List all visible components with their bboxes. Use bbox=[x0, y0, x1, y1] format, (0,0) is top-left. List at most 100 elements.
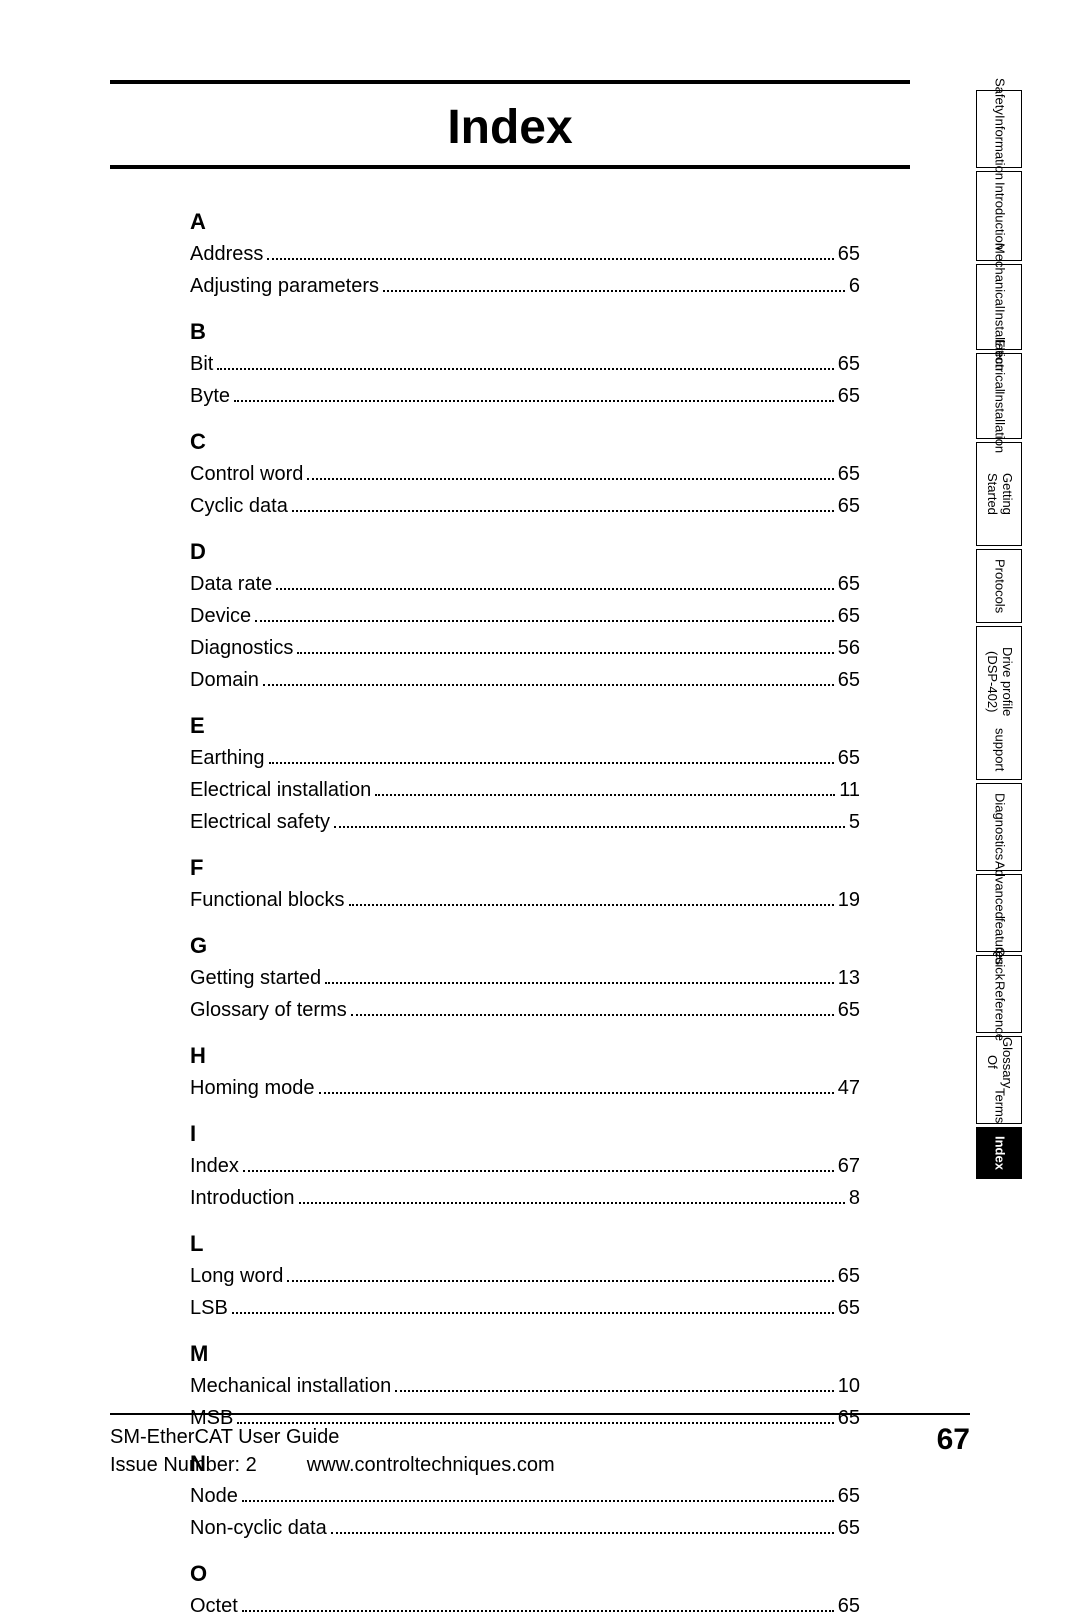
footer-left: SM-EtherCAT User Guide Issue Number: 2 w… bbox=[110, 1423, 555, 1479]
index-entry-label: Electrical installation bbox=[190, 775, 371, 805]
index-entry-page: 65 bbox=[838, 459, 860, 489]
index-entry-dots bbox=[232, 1312, 834, 1314]
side-tabs: SafetyInformationIntroductionMechanicalI… bbox=[950, 90, 1022, 1182]
index-entry-page: 13 bbox=[838, 963, 860, 993]
letter-heading-i: I bbox=[190, 1121, 860, 1147]
index-entry-page: 65 bbox=[838, 743, 860, 773]
index-entry[interactable]: Adjusting parameters 6 bbox=[190, 271, 860, 301]
index-entry-label: Earthing bbox=[190, 743, 265, 773]
index-entry-dots bbox=[349, 904, 834, 906]
index-entry-dots bbox=[351, 1014, 834, 1016]
index-entry-page: 67 bbox=[838, 1151, 860, 1181]
side-tab[interactable]: QuickReference bbox=[976, 955, 1022, 1033]
index-entry[interactable]: Device 65 bbox=[190, 601, 860, 631]
index-entry[interactable]: Long word 65 bbox=[190, 1261, 860, 1291]
index-entry-page: 65 bbox=[838, 1591, 860, 1621]
index-entry-label: Getting started bbox=[190, 963, 321, 993]
index-entry-page: 56 bbox=[838, 633, 860, 663]
footer: SM-EtherCAT User Guide Issue Number: 2 w… bbox=[110, 1413, 970, 1479]
index-entry-page: 65 bbox=[838, 1261, 860, 1291]
index-entry-dots bbox=[292, 510, 834, 512]
index-entry-label: Bit bbox=[190, 349, 213, 379]
index-entry-dots bbox=[267, 258, 833, 260]
index-entry[interactable]: Introduction 8 bbox=[190, 1183, 860, 1213]
index-entry-dots bbox=[242, 1500, 834, 1502]
index-entry-dots bbox=[395, 1390, 834, 1392]
index-entry[interactable]: Address 65 bbox=[190, 239, 860, 269]
footer-url: www.controltechniques.com bbox=[307, 1454, 555, 1476]
side-tab[interactable]: Getting Started bbox=[976, 442, 1022, 546]
side-tab-label: Drive profile (DSP-402) bbox=[984, 635, 1014, 728]
index-entry-label: Diagnostics bbox=[190, 633, 293, 663]
index-entry[interactable]: Data rate 65 bbox=[190, 569, 860, 599]
index-entry[interactable]: Byte 65 bbox=[190, 381, 860, 411]
index-entry-dots bbox=[276, 588, 833, 590]
side-tab-label: Terms bbox=[992, 1088, 1007, 1123]
index-entry-page: 65 bbox=[838, 1481, 860, 1511]
index-entry[interactable]: Cyclic data 65 bbox=[190, 491, 860, 521]
index-entry-dots bbox=[217, 368, 833, 370]
header-line bbox=[110, 80, 910, 84]
index-entry[interactable]: Octet 65 bbox=[190, 1591, 860, 1621]
index-entry[interactable]: Earthing 65 bbox=[190, 743, 860, 773]
index-entry[interactable]: Bit 65 bbox=[190, 349, 860, 379]
index-entry-label: Long word bbox=[190, 1261, 283, 1291]
side-tab[interactable]: Diagnostics bbox=[976, 783, 1022, 871]
index-entry-label: LSB bbox=[190, 1293, 228, 1323]
index-entry-dots bbox=[299, 1202, 845, 1204]
index-body: AAddress 65Adjusting parameters 6BBit 65… bbox=[110, 209, 910, 1621]
index-entry[interactable]: Domain 65 bbox=[190, 665, 860, 695]
index-entry[interactable]: Mechanical installation 10 bbox=[190, 1371, 860, 1401]
index-entry-dots bbox=[263, 684, 834, 686]
index-entry[interactable]: Glossary of terms 65 bbox=[190, 995, 860, 1025]
side-tab[interactable]: SafetyInformation bbox=[976, 90, 1022, 168]
index-entry[interactable]: Homing mode 47 bbox=[190, 1073, 860, 1103]
side-tab[interactable]: Advancedfeatures bbox=[976, 874, 1022, 952]
index-entry[interactable]: Index 67 bbox=[190, 1151, 860, 1181]
index-entry-label: Introduction bbox=[190, 1183, 295, 1213]
side-tab-label: Glossary Of bbox=[984, 1037, 1014, 1088]
letter-heading-g: G bbox=[190, 933, 860, 959]
side-tab-label: Index bbox=[992, 1136, 1007, 1170]
index-entry[interactable]: Control word 65 bbox=[190, 459, 860, 489]
index-entry-page: 65 bbox=[838, 349, 860, 379]
letter-heading-c: C bbox=[190, 429, 860, 455]
index-entry-label: Cyclic data bbox=[190, 491, 288, 521]
index-entry-page: 47 bbox=[838, 1073, 860, 1103]
index-entry-page: 5 bbox=[849, 807, 860, 837]
letter-heading-e: E bbox=[190, 713, 860, 739]
index-entry-dots bbox=[334, 826, 845, 828]
index-entry-label: Glossary of terms bbox=[190, 995, 347, 1025]
index-entry[interactable]: Non-cyclic data 65 bbox=[190, 1513, 860, 1543]
index-entry[interactable]: Node 65 bbox=[190, 1481, 860, 1511]
index-entry[interactable]: LSB 65 bbox=[190, 1293, 860, 1323]
side-tab[interactable]: Glossary OfTerms bbox=[976, 1036, 1022, 1124]
side-tab[interactable]: Drive profile (DSP-402)support bbox=[976, 626, 1022, 780]
index-entry-page: 11 bbox=[839, 775, 860, 805]
index-entry-label: Octet bbox=[190, 1591, 238, 1621]
side-tab-label: Information bbox=[992, 115, 1007, 180]
index-entry[interactable]: Functional blocks 19 bbox=[190, 885, 860, 915]
index-entry-page: 10 bbox=[838, 1371, 860, 1401]
side-tab-label: Reference bbox=[992, 981, 1007, 1041]
side-tab[interactable]: MechanicalInstallation bbox=[976, 264, 1022, 350]
index-entry-page: 65 bbox=[838, 665, 860, 695]
index-entry-label: Data rate bbox=[190, 569, 272, 599]
side-tab-label: Getting Started bbox=[984, 451, 1014, 537]
index-entry-dots bbox=[383, 290, 845, 292]
index-entry-label: Address bbox=[190, 239, 263, 269]
index-entry[interactable]: Electrical installation 11 bbox=[190, 775, 860, 805]
side-tab-label: Quick bbox=[992, 947, 1007, 980]
index-entry-label: Index bbox=[190, 1151, 239, 1181]
index-entry[interactable]: Electrical safety 5 bbox=[190, 807, 860, 837]
side-tab-label: Advanced bbox=[992, 861, 1007, 919]
index-entry-label: Node bbox=[190, 1481, 238, 1511]
index-entry[interactable]: Diagnostics 56 bbox=[190, 633, 860, 663]
side-tab[interactable]: Index bbox=[976, 1127, 1022, 1179]
side-tab[interactable]: Protocols bbox=[976, 549, 1022, 623]
index-entry[interactable]: Getting started 13 bbox=[190, 963, 860, 993]
index-entry-label: Byte bbox=[190, 381, 230, 411]
index-entry-page: 65 bbox=[838, 239, 860, 269]
index-entry-label: Device bbox=[190, 601, 251, 631]
side-tab[interactable]: ElectricalInstallation bbox=[976, 353, 1022, 439]
